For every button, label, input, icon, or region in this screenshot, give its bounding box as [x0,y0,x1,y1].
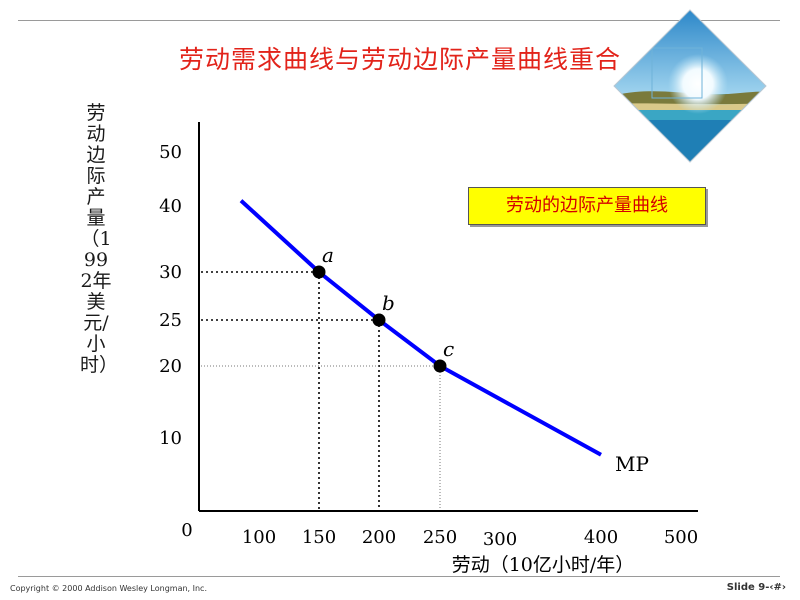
x-tick-label: 250 [423,527,457,548]
y-tick-label: 30 [159,262,182,283]
point-label-c: c [443,337,454,361]
y-tick-label: 20 [159,356,182,377]
point-marker-a [312,265,326,279]
y-tick-label: 10 [159,428,182,449]
x-tick-label: 150 [302,527,336,548]
y-tick-label: 50 [159,142,182,163]
slide-title: 劳动需求曲线与劳动边际产量曲线重合 [178,45,621,74]
x-tick-label: 200 [362,527,396,548]
x-axis-label: 劳动（10亿小时/年） [452,554,635,576]
footer-divider [18,576,780,577]
mp-curve-line [239,199,602,457]
slide-number: Slide 9-‹#› [726,582,786,593]
decorative-beach-image [613,9,767,163]
point-marker-b [372,313,386,327]
y-tick-label: 40 [159,196,182,217]
x-tick-label: 100 [242,527,276,548]
point-label-a: a [322,243,334,267]
y-axis-label: 劳动边际产量（1992年美元/小时） [80,102,119,376]
x-tick-label: 300 [483,529,517,550]
y-tick-label: 25 [159,310,182,331]
series-label-mp: MP [615,452,649,476]
header-divider [18,20,780,21]
origin-label: 0 [181,520,192,541]
point-label-b: b [382,291,395,315]
legend-box: 劳动的边际产量曲线 [468,187,706,225]
x-tick-label: 500 [664,527,698,548]
copyright-text: Copyright © 2000 Addison Wesley Longman,… [10,584,207,593]
x-tick-label: 400 [584,527,618,548]
point-marker-c [433,359,447,373]
